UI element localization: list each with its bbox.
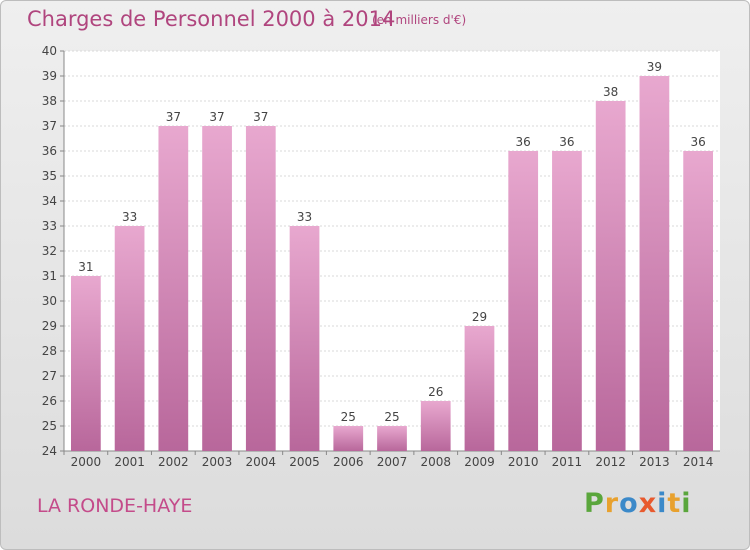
- y-tick-label: 25: [42, 419, 57, 433]
- y-tick-label: 27: [42, 369, 57, 383]
- bar: [508, 151, 539, 451]
- x-tick-label: 2001: [114, 455, 145, 469]
- y-tick-label: 40: [42, 44, 57, 58]
- x-tick-label: 2013: [639, 455, 670, 469]
- proxiti-logo: Proxiti: [584, 488, 692, 519]
- y-tick-label: 33: [42, 219, 57, 233]
- data-label: 38: [603, 85, 618, 99]
- bar: [70, 276, 101, 451]
- bar: [595, 101, 626, 451]
- data-label: 29: [472, 310, 487, 324]
- bar: [683, 151, 714, 451]
- data-label: 25: [341, 410, 356, 424]
- commune-name: LA RONDE-HAYE: [37, 495, 193, 517]
- data-label: 36: [516, 135, 531, 149]
- data-label: 33: [122, 210, 137, 224]
- bar: [202, 126, 232, 451]
- x-tick-label: 2002: [158, 455, 189, 469]
- bar: [158, 126, 189, 451]
- data-label: 26: [428, 385, 443, 399]
- bar: [464, 326, 495, 451]
- y-tick-label: 37: [42, 119, 57, 133]
- x-tick-label: 2007: [377, 455, 408, 469]
- data-label: 36: [690, 135, 705, 149]
- x-tick-label: 2014: [683, 455, 714, 469]
- bar: [289, 226, 320, 451]
- y-tick-label: 34: [42, 194, 57, 208]
- data-label: 31: [78, 260, 93, 274]
- data-label: 36: [559, 135, 574, 149]
- y-tick-label: 29: [42, 319, 57, 333]
- chart-title: Charges de Personnel 2000 à 2014: [27, 7, 396, 31]
- y-tick-label: 30: [42, 294, 57, 308]
- data-label: 33: [297, 210, 312, 224]
- y-tick-label: 39: [42, 69, 57, 83]
- x-tick-label: 2009: [464, 455, 495, 469]
- x-tick-label: 2006: [333, 455, 364, 469]
- bar: [377, 426, 407, 451]
- y-tick-label: 38: [42, 94, 57, 108]
- x-tick-label: 2008: [420, 455, 451, 469]
- y-tick-label: 26: [42, 394, 57, 408]
- chart-subtitle: (en milliers d'€): [372, 13, 467, 27]
- x-tick-label: 2000: [71, 455, 102, 469]
- y-tick-label: 36: [42, 144, 57, 158]
- y-tick-label: 28: [42, 344, 57, 358]
- y-tick-label: 31: [42, 269, 57, 283]
- x-tick-label: 2003: [202, 455, 233, 469]
- bar: [639, 76, 670, 451]
- y-tick-label: 32: [42, 244, 57, 258]
- data-label: 37: [166, 110, 181, 124]
- data-label: 37: [209, 110, 224, 124]
- x-tick-label: 2010: [508, 455, 539, 469]
- x-tick-label: 2012: [595, 455, 626, 469]
- bar: [245, 126, 276, 451]
- y-tick-label: 35: [42, 169, 57, 183]
- x-tick-label: 2011: [552, 455, 583, 469]
- bar: [552, 151, 582, 451]
- bar: [420, 401, 451, 451]
- data-label: 25: [384, 410, 399, 424]
- bar: [333, 426, 364, 451]
- data-label: 39: [647, 60, 662, 74]
- x-tick-label: 2005: [289, 455, 320, 469]
- bar: [114, 226, 145, 451]
- y-tick-label: 24: [42, 444, 57, 458]
- data-label: 37: [253, 110, 268, 124]
- x-tick-label: 2004: [246, 455, 277, 469]
